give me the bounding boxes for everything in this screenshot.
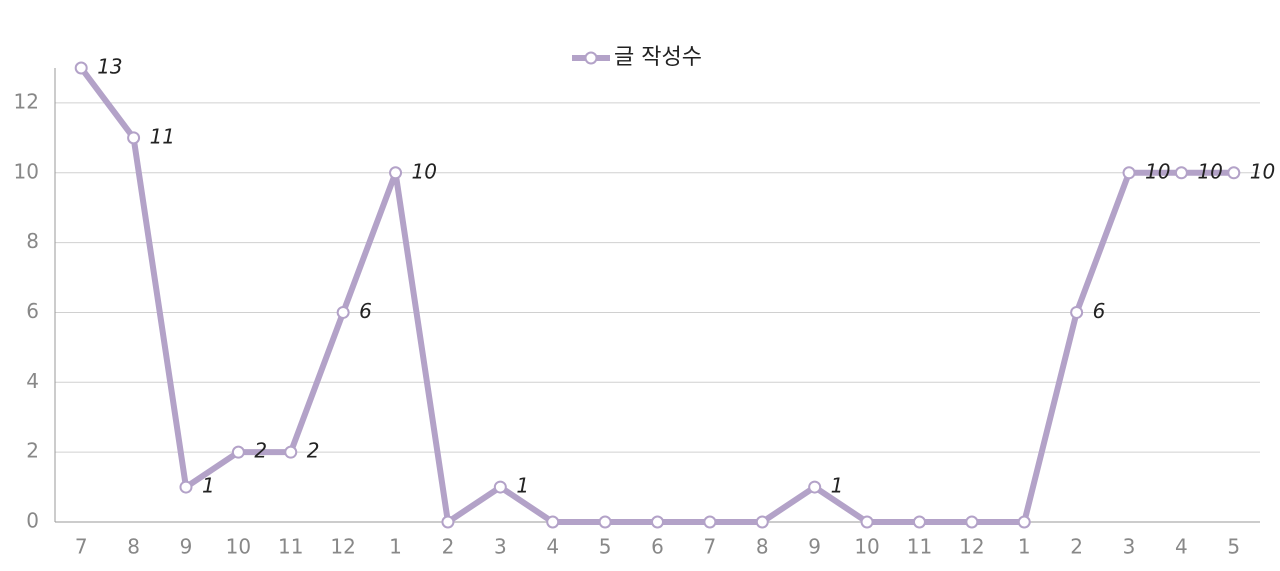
- x-tick-label: 12: [330, 535, 355, 559]
- x-tick-label: 2: [1070, 535, 1083, 559]
- x-tick-label: 8: [127, 535, 140, 559]
- data-point: [1174, 166, 1188, 180]
- x-tick-label: 5: [1227, 535, 1240, 559]
- x-tick-label: 6: [651, 535, 664, 559]
- data-point: [74, 61, 88, 75]
- data-point: [179, 480, 193, 494]
- data-label: 1: [516, 474, 529, 498]
- x-tick-label: 9: [180, 535, 193, 559]
- data-point: [284, 445, 298, 459]
- data-label: 11: [150, 124, 175, 148]
- x-tick-label: 7: [704, 535, 717, 559]
- x-tick-label: 8: [756, 535, 769, 559]
- y-tick-label: 12: [14, 89, 39, 113]
- data-point: [703, 515, 717, 529]
- data-point: [651, 515, 664, 529]
- data-label: 6: [359, 299, 372, 323]
- x-tick-label: 10: [226, 535, 251, 559]
- x-tick-label: 1: [1018, 535, 1031, 559]
- data-point: [389, 166, 403, 180]
- x-tick-label: 11: [907, 535, 932, 559]
- x-tick-label: 4: [1175, 535, 1188, 559]
- y-tick-label: 2: [26, 439, 39, 463]
- data-point: [546, 515, 560, 529]
- data-label: 2: [307, 439, 320, 463]
- data-point: [1227, 166, 1241, 180]
- data-label: 10: [1197, 159, 1222, 183]
- x-tick-label: 2: [442, 535, 455, 559]
- legend-label: 글 작성수: [614, 45, 702, 70]
- data-point: [231, 445, 245, 459]
- data-point: [441, 515, 455, 529]
- x-tick-label: 12: [959, 535, 984, 559]
- data-point: [336, 305, 350, 319]
- legend-marker: [584, 51, 598, 65]
- data-point: [965, 515, 979, 529]
- x-tick-label: 7: [75, 535, 88, 559]
- y-tick-label: 10: [14, 159, 39, 183]
- x-tick-label: 3: [494, 535, 507, 559]
- y-tick-label: 4: [26, 369, 39, 393]
- x-tick-label: 4: [546, 535, 559, 559]
- x-tick-label: 5: [599, 535, 612, 559]
- data-label: 1: [831, 474, 844, 498]
- data-label: 10: [1145, 159, 1170, 183]
- data-label: 2: [254, 439, 267, 463]
- x-tick-label: 1: [389, 535, 402, 559]
- data-point: [1070, 305, 1084, 319]
- data-point: [1017, 515, 1031, 529]
- data-label: 6: [1093, 299, 1106, 323]
- data-label: 10: [412, 159, 437, 183]
- data-point: [1122, 166, 1136, 180]
- legend: 글 작성수: [572, 45, 702, 70]
- data-point: [598, 515, 612, 529]
- data-point: [127, 131, 141, 145]
- x-tick-label: 10: [854, 535, 879, 559]
- data-point: [860, 515, 874, 529]
- x-tick-label: 3: [1123, 535, 1136, 559]
- data-label: 13: [97, 55, 122, 79]
- data-point: [493, 480, 507, 494]
- x-tick-label: 11: [278, 535, 303, 559]
- y-tick-label: 8: [26, 229, 39, 253]
- data-point: [808, 480, 822, 494]
- data-point: [912, 515, 926, 529]
- y-tick-label: 6: [26, 299, 39, 323]
- data-label: 1: [202, 474, 215, 498]
- data-label: 10: [1250, 159, 1275, 183]
- x-tick-label: 9: [808, 535, 821, 559]
- y-tick-label: 0: [26, 509, 39, 533]
- data-point: [755, 515, 769, 529]
